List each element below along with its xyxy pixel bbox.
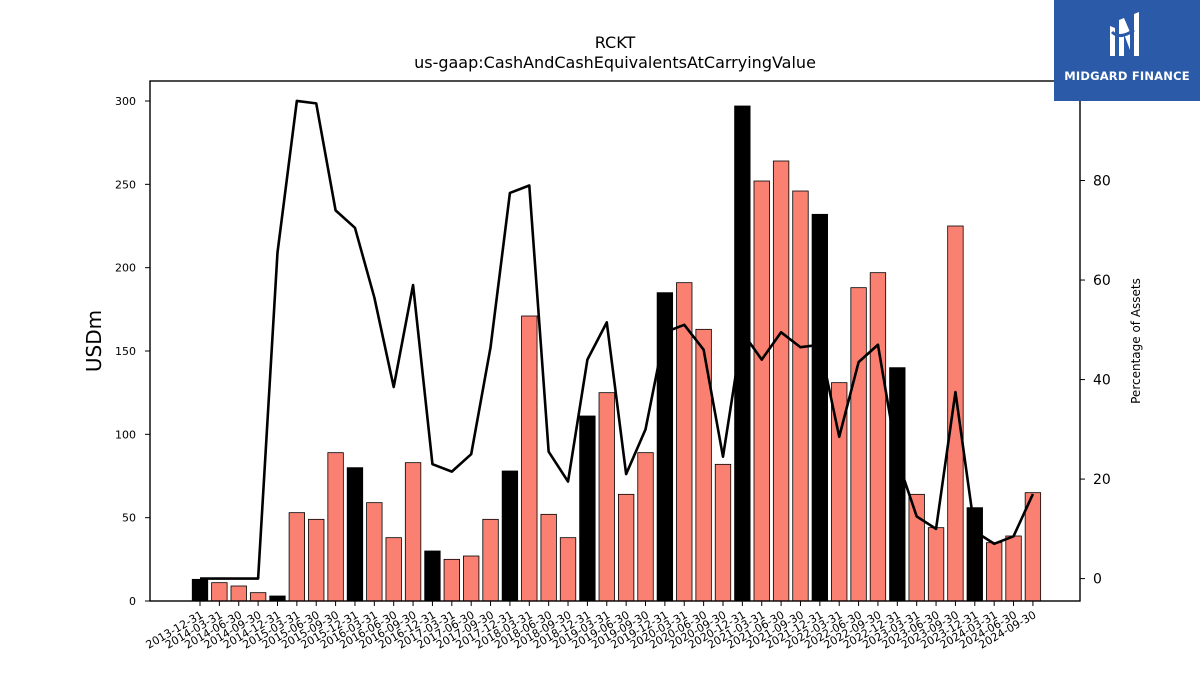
bar-series [191, 105, 1042, 602]
chart-subtitle: us-gaap:CashAndCashEquivalentsAtCarrying… [414, 53, 816, 72]
bar-2016-12-31 [424, 550, 441, 602]
percentage-line [200, 99, 1035, 580]
axes-frame [149, 80, 1081, 602]
y-tick-label: 250 [115, 178, 136, 191]
bar-2023-09-30 [947, 225, 964, 602]
logo: MIDGARD FINANCE [1054, 0, 1200, 101]
bar-2018-03-31 [521, 315, 538, 602]
chart-title: RCKT [595, 33, 636, 52]
bar-2016-06-30 [385, 537, 402, 602]
y2-tick-label: 60 [1093, 273, 1111, 289]
bar-2020-06-30 [695, 328, 712, 602]
y-tick-label: 100 [115, 428, 136, 441]
y2-tick-label: 0 [1093, 572, 1102, 588]
plot-frame [149, 80, 1081, 602]
bar-2017-03-31 [443, 558, 460, 602]
bar-2022-12-31 [889, 367, 906, 602]
bar-2018-12-31 [579, 415, 596, 602]
y-tick-label: 200 [115, 262, 136, 275]
bar-2022-09-30 [869, 272, 887, 602]
bar-2016-09-30 [404, 462, 422, 602]
bar-2023-06-30 [927, 527, 945, 602]
bar-2022-06-30 [850, 287, 867, 602]
bar-2017-09-30 [482, 518, 499, 602]
bar-2020-12-31 [734, 105, 751, 602]
bar-2014-06-30 [230, 585, 247, 602]
y2-tick-label: 20 [1093, 472, 1111, 488]
bar-2014-09-30 [249, 592, 267, 602]
bar-2015-06-30 [308, 518, 325, 602]
bar-2020-09-30 [714, 463, 732, 602]
right-axis-ticks: 0 20 40 60 80 [1080, 174, 1111, 588]
bar-2019-06-30 [617, 493, 635, 602]
bar-2016-03-31 [366, 502, 383, 602]
y-tick-label: 150 [115, 345, 136, 358]
bar-2013-12-31 [191, 578, 209, 602]
logo-text: MIDGARD FINANCE [1064, 69, 1190, 83]
x-axis-ticks: 2013-12-312014-03-312014-06-302014-09-30… [144, 601, 1038, 652]
y-tick-label: 0 [129, 595, 136, 608]
bar-2014-03-31 [211, 582, 228, 602]
logo-mark-icon [1110, 12, 1139, 56]
bar-2024-03-31 [986, 542, 1003, 602]
y2-tick-label: 80 [1093, 174, 1111, 190]
bar-2023-12-31 [966, 507, 983, 602]
bar-2017-12-31 [501, 470, 519, 602]
bar-2019-09-30 [637, 452, 654, 602]
bar-2021-12-31 [811, 213, 828, 602]
bar-2021-09-30 [792, 190, 809, 602]
bar-2018-06-30 [540, 513, 557, 602]
bar-2019-03-31 [598, 392, 615, 602]
y2-axis-label: Percentage of Assets [1129, 278, 1143, 404]
bar-2018-09-30 [559, 537, 577, 602]
bar-2021-06-30 [772, 160, 790, 602]
left-axis-ticks: 0 50 100 150 200 250 300 [115, 95, 150, 608]
y-tick-label: 300 [115, 95, 136, 108]
bar-2015-09-30 [327, 452, 344, 602]
bar-2015-12-31 [346, 467, 364, 602]
y-tick-label: 50 [122, 512, 136, 525]
bar-2024-06-30 [1005, 535, 1022, 602]
y2-tick-label: 40 [1093, 373, 1111, 389]
bar-2017-06-30 [463, 555, 480, 602]
bar-2021-03-31 [753, 180, 770, 602]
line-series [200, 99, 1035, 580]
bar-2014-12-31 [269, 595, 286, 602]
bar-2015-03-31 [288, 512, 306, 602]
y-axis-label: USDm [82, 310, 106, 372]
bar-2023-03-31 [908, 493, 925, 602]
